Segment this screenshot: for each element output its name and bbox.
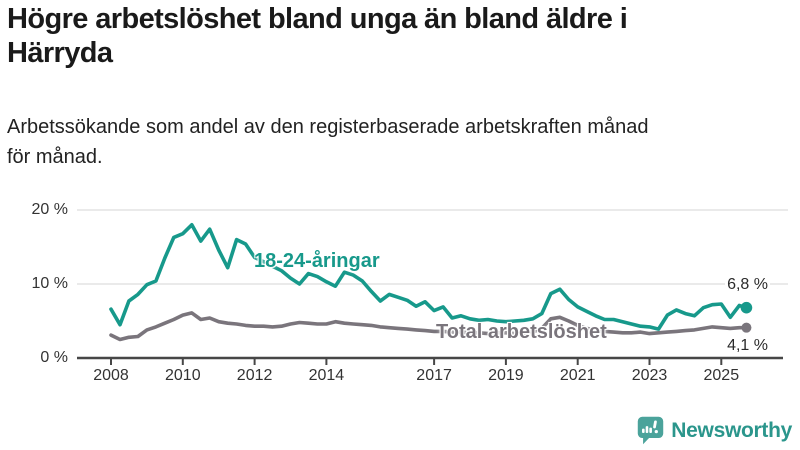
title-line-2: Härryda	[7, 37, 113, 69]
end-value-total: 4,1 %	[725, 337, 770, 355]
y-tick-label-20: 20 %	[31, 201, 68, 218]
x-tick-label-2021: 2021	[559, 367, 596, 384]
y-tick-label-10: 10 %	[31, 275, 68, 292]
newsworthy-logo-icon	[638, 416, 664, 445]
series-line-total	[109, 311, 749, 342]
x-tick-label-2025: 2025	[703, 367, 740, 384]
y-tick-label-0: 0 %	[40, 349, 68, 366]
series-end-dot-18-24	[740, 301, 753, 314]
x-tick-label-2014: 2014	[308, 367, 345, 384]
title-line-1: Högre arbetslöshet bland unga än bland ä…	[7, 3, 628, 35]
newsworthy-brand-name: Newsworthy	[671, 418, 792, 442]
x-tick-label-2023: 2023	[631, 367, 668, 384]
end-value-18-24: 6,8 %	[725, 276, 770, 294]
subtitle-line-2: för månad.	[7, 146, 103, 168]
x-tick-label-2008: 2008	[93, 367, 129, 384]
subtitle-line-1: Arbetssökande som andel av den registerb…	[7, 116, 649, 138]
newsworthy-logo[interactable]: Newsworthy	[637, 416, 792, 445]
x-tick-label-2010: 2010	[165, 367, 201, 384]
page-title: Högre arbetslöshet bland unga än bland ä…	[7, 2, 628, 70]
x-tick-label-2017: 2017	[416, 367, 452, 384]
series-label-total: Total arbetslöshet	[436, 321, 607, 343]
chart-subtitle: Arbetssökande som andel av den registerb…	[7, 112, 649, 172]
series-label-18-24: 18-24-åringar	[254, 250, 380, 272]
series-line-18-24	[109, 223, 749, 331]
x-tick-label-2012: 2012	[236, 367, 273, 384]
series-end-dot-total	[741, 322, 752, 333]
x-tick-label-2019: 2019	[488, 367, 524, 384]
